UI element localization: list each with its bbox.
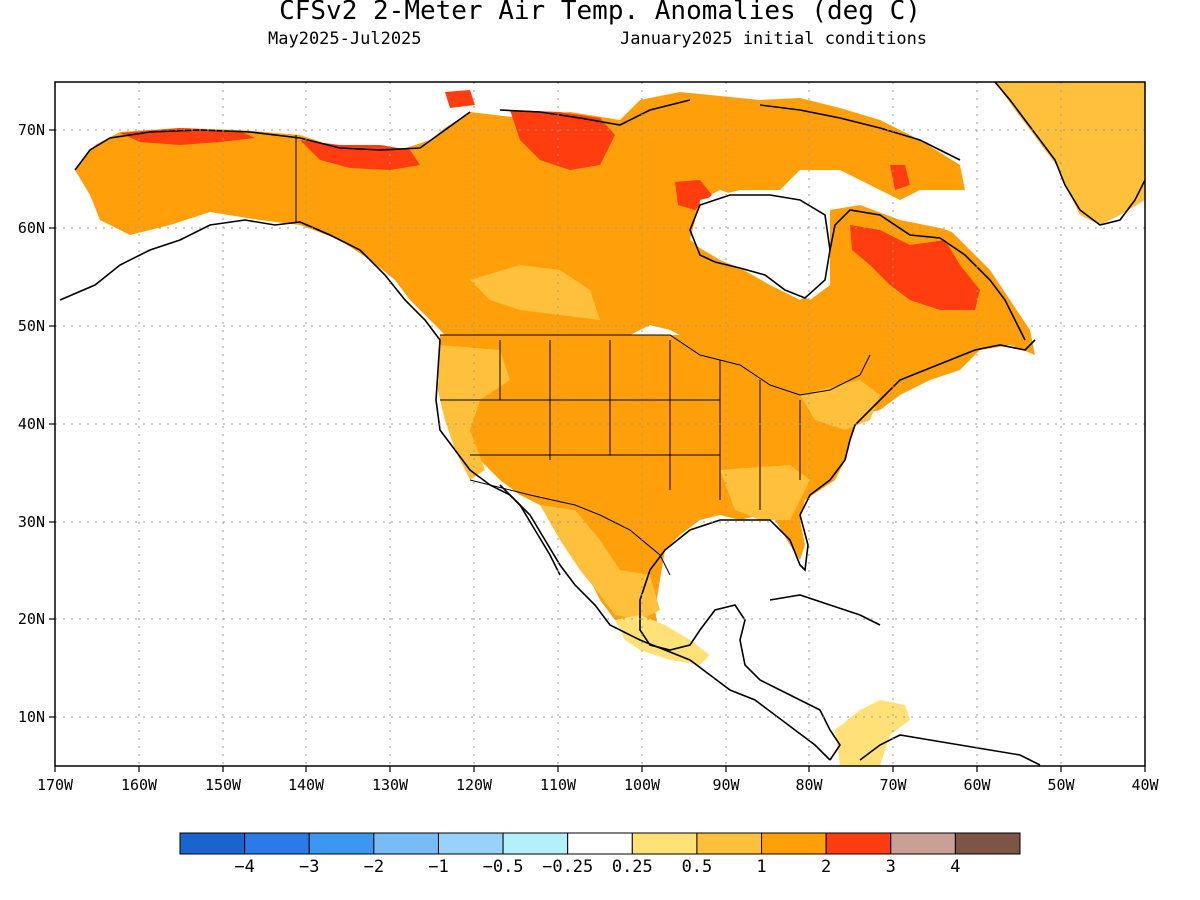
lon-label: 170W <box>37 776 74 794</box>
anomaly-region-northeast <box>800 380 880 430</box>
lon-label: 140W <box>288 776 325 794</box>
lat-label: 60N <box>18 219 45 237</box>
lat-label: 20N <box>18 610 45 628</box>
coastline-greenland <box>994 82 1145 226</box>
border-us-canada <box>440 334 871 396</box>
colorbar-tick-label: 4 <box>950 857 960 877</box>
lat-label: 10N <box>18 708 45 726</box>
colorbar-swatch <box>179 832 246 855</box>
colorbar-swatch <box>437 832 504 855</box>
lat-label: 30N <box>18 513 45 531</box>
colorbar-swatch <box>631 832 698 855</box>
anomaly-region-greenland <box>995 82 1145 225</box>
lon-label: 150W <box>205 776 242 794</box>
border-states-1 <box>440 340 801 510</box>
colorbar-swatch <box>308 832 375 855</box>
anomaly-region-south-america <box>835 700 910 766</box>
anomaly-region-southeast <box>720 465 810 520</box>
colorbar-labels: −4 −3 −2 −1 −0.5 −0.25 0.25 0.5 1 2 3 4 <box>234 857 960 877</box>
colorbar-swatch <box>761 832 827 855</box>
colorbar-swatch <box>954 832 1021 855</box>
colorbar-tick-label: 2 <box>821 857 831 877</box>
map-title: CFSv2 2-Meter Air Temp. Anomalies (deg C… <box>279 0 921 26</box>
lon-label: 130W <box>372 776 409 794</box>
forecast-period: May2025-Jul2025 <box>268 29 422 49</box>
coastline-baja <box>499 484 561 576</box>
lat-label: 40N <box>18 415 45 433</box>
coastline-labrador <box>829 209 1026 341</box>
anomaly-region-mexico <box>540 505 660 620</box>
lat-label: 70N <box>18 121 45 139</box>
lon-label: 110W <box>540 776 577 794</box>
lat-label: 50N <box>18 317 45 335</box>
colorbar-tick-label: −4 <box>234 857 254 877</box>
anomaly-region-baffin <box>890 165 910 190</box>
colorbar-tick-label: −2 <box>364 857 384 877</box>
anomaly-shading <box>75 82 1145 766</box>
coastline-arctic <box>74 99 961 171</box>
graticule <box>55 82 1145 766</box>
lon-label: 120W <box>456 776 493 794</box>
anomaly-region-west-coast <box>438 345 510 480</box>
hudson-bay-water <box>695 190 830 300</box>
anomaly-region-quebec <box>850 225 980 310</box>
anomaly-region-conus <box>438 335 880 640</box>
lon-label: 80W <box>795 776 823 794</box>
colorbar-tick-label: −1 <box>428 857 448 877</box>
colorbar-tick-label: 0.25 <box>612 857 653 877</box>
political-borders <box>295 135 871 576</box>
colorbar-tick-label: 3 <box>886 857 896 877</box>
anomaly-region-arctic-north <box>445 90 475 108</box>
anomaly-region-arctic-islands <box>510 110 615 170</box>
colorbar-swatch <box>244 832 310 855</box>
lon-label: 160W <box>121 776 158 794</box>
colorbar <box>179 832 1021 855</box>
gulf-of-mexico-water <box>665 520 790 600</box>
lon-label: 100W <box>624 776 661 794</box>
coastlines <box>59 82 1145 766</box>
colorbar-swatch <box>373 832 439 855</box>
latitude-labels: 10N 20N 30N 40N 50N 60N 70N <box>18 121 45 726</box>
anomaly-region-south-mexico <box>615 615 710 665</box>
axis-ticks <box>49 129 1146 772</box>
colorbar-tick-label: −0.25 <box>542 857 593 877</box>
lon-label: 60W <box>963 776 991 794</box>
coastline-gulf <box>639 339 1036 761</box>
colorbar-tick-label: −3 <box>299 857 319 877</box>
lon-label: 50W <box>1047 776 1075 794</box>
longitude-labels: 170W 160W 150W 140W 130W 120W 110W 100W … <box>37 776 1160 794</box>
colorbar-swatch <box>567 832 633 855</box>
colorbar-swatch <box>890 832 956 855</box>
initial-conditions: January2025 initial conditions <box>620 29 928 49</box>
coastline-north-america <box>59 219 831 761</box>
colorbar-swatch <box>502 832 569 855</box>
colorbar-swatch <box>825 832 892 855</box>
colorbar-tick-label: −0.5 <box>483 857 524 877</box>
anomaly-region-plains <box>470 265 600 320</box>
lon-label: 70W <box>879 776 907 794</box>
lon-label: 40W <box>1131 776 1159 794</box>
coastline-cuba <box>769 594 881 626</box>
colorbar-tick-label: 1 <box>756 857 766 877</box>
coastline-south-america <box>859 734 1041 766</box>
colorbar-tick-label: 0.5 <box>682 857 713 877</box>
lon-label: 90W <box>712 776 740 794</box>
colorbar-swatch <box>696 832 763 855</box>
border-us-mexico <box>469 479 671 576</box>
